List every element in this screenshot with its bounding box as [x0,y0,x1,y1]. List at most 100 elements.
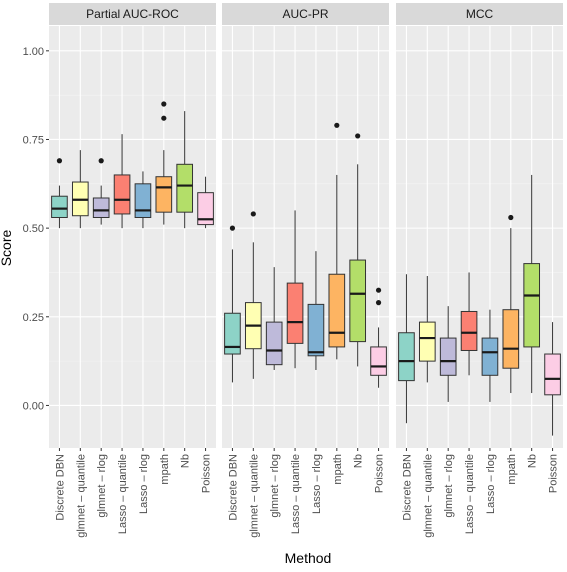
box-rect [418,321,436,362]
boxplot-box [370,287,387,388]
box-rect [286,282,304,344]
x-tick-label: glmnet – rlog [96,454,108,518]
boxplot-box [328,122,346,360]
x-tick-label: glmnet – rlog [269,454,281,518]
outlier-point [250,211,256,217]
box-rect [307,303,325,357]
x-tick-label: Discrete DBN [401,454,413,521]
panel-background [222,26,389,448]
x-tick-label: mpath [332,454,344,485]
boxplot-box [155,101,173,225]
x-tick-label: Nb [353,454,365,468]
box-rect [224,312,241,355]
x-tick-label: Lasso – quantile [290,454,302,534]
box-rect [113,174,131,215]
box-rect [51,195,68,218]
x-tick-label: glmnet – quantile [422,454,434,538]
x-tick-label: Lasso – rlog [138,454,150,514]
box-rect [439,337,457,376]
outlier-point [334,122,340,128]
x-tick-label: Lasso – rlog [311,454,323,514]
outlier-point [355,133,361,139]
x-tick-label: Nb [180,454,192,468]
facet-strip [396,3,563,25]
boxplot-box [286,210,304,369]
facet-strip [49,3,216,25]
x-tick-label: Nb [527,454,539,468]
box-rect [349,259,367,343]
y-tick-label: 1.00 [23,46,44,58]
box-rect [134,183,152,218]
panel-background [49,26,216,448]
boxplot-box [92,158,110,225]
x-tick-label: Lasso – rlog [485,454,497,514]
boxplot-box [439,306,457,402]
x-tick-label: glmnet – rlog [443,454,455,518]
x-axis-title: Method [285,550,332,566]
facet-panel: MCC Discrete DBN glmnet – quantile glmnet –… [396,3,563,538]
y-tick-label: 0.25 [23,312,44,324]
boxplot-box [418,276,436,383]
boxplot-box [176,111,194,229]
boxplot-box [481,309,499,402]
y-tick-label: 0.50 [23,223,44,235]
y-tick-label: 0.00 [23,400,44,412]
y-tick-label: 0.75 [23,134,44,146]
boxplot-box [502,214,520,394]
facet-title: Partial AUC-ROC [86,7,179,21]
boxplot-box [523,174,541,394]
box-rect [265,321,283,366]
boxplot-box [51,158,68,229]
outlier-point [161,101,167,107]
boxplot-box [544,322,561,436]
facet-panel: Partial AUC-ROC Discrete DBN glmnet – quan… [49,3,216,538]
outlier-point [508,214,514,221]
boxplot-box [307,251,325,370]
x-tick-label: Poisson [201,454,213,493]
outlier-point [375,300,382,306]
box-rect [398,332,415,382]
box-rect [523,263,541,348]
facet-panel: AUC-PR Discrete DBN glmnet – quantile glmne… [222,3,389,538]
panel-background [396,26,563,448]
facet-title: AUC-PR [282,7,328,21]
outlier-point [161,115,167,121]
outlier-point [375,287,382,293]
facet-title: MCC [466,7,494,21]
box-rect [460,310,478,351]
x-tick-label: Discrete DBN [227,454,239,521]
outlier-point [56,158,63,164]
x-tick-label: mpath [506,454,518,485]
boxplot-box [265,267,283,370]
x-tick-label: Poisson [548,454,560,493]
y-axis-title: Score [0,230,14,267]
x-tick-label: Discrete DBN [54,454,66,521]
facet-panels: Partial AUC-ROC Discrete DBN glmnet – quan… [49,3,563,538]
boxplot-box [224,225,241,383]
boxplot-box [349,133,367,367]
box-rect [502,309,520,369]
x-tick-label: Lasso – quantile [464,454,476,534]
boxplot-box [398,274,415,424]
x-tick-label: mpath [159,454,171,485]
outlier-point [229,225,236,231]
boxplot-box [71,150,89,229]
y-axis: 0.00 0.25 0.50 0.75 1.00 [23,46,49,412]
x-tick-label: Lasso – quantile [117,454,129,534]
box-rect [370,346,387,376]
boxplot-box [244,211,262,379]
box-rect [155,176,173,213]
outlier-point [98,158,104,164]
box-rect [92,197,110,218]
box-rect [176,163,194,213]
x-tick-label: Poisson [374,454,386,493]
x-tick-label: glmnet – quantile [75,454,87,538]
box-rect [481,337,499,376]
box-rect [197,192,214,226]
boxplot-box [197,176,214,229]
boxplot-box [113,134,131,229]
x-tick-label: glmnet – quantile [248,454,260,538]
facet-strip [222,3,389,25]
